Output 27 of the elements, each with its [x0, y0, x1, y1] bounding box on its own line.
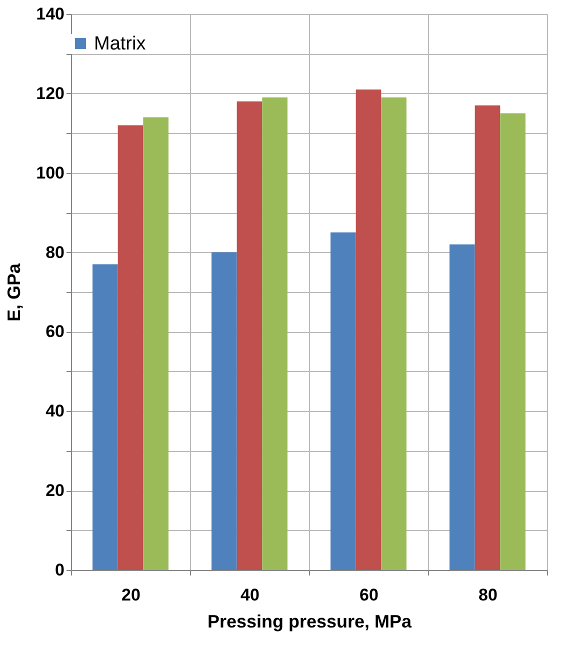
bar — [262, 97, 288, 570]
x-tick-label: 40 — [240, 586, 260, 604]
bar — [118, 125, 144, 570]
bar — [356, 89, 382, 570]
bar — [236, 101, 262, 570]
y-tick-label: 100 — [36, 163, 64, 182]
y-tick-label: 0 — [55, 560, 64, 580]
bar — [143, 117, 168, 570]
y-tick-label: 40 — [46, 402, 64, 421]
y-tick-label: 140 — [36, 4, 64, 24]
x-tick-label: 80 — [478, 586, 498, 604]
y-tick-label: 60 — [46, 322, 64, 342]
x-tick-label: 60 — [360, 586, 378, 604]
bar — [330, 232, 356, 570]
bar — [212, 252, 237, 570]
bar — [450, 244, 475, 570]
y-tick-label: 120 — [36, 84, 64, 103]
y-tick-label: 20 — [46, 481, 64, 500]
bar — [381, 97, 406, 570]
bar — [92, 264, 118, 570]
legend-label: Matrix — [94, 34, 146, 54]
y-tick-label: 80 — [46, 242, 64, 262]
x-axis-title: Pressing pressure, MPa — [207, 612, 413, 632]
x-tick-label: 20 — [122, 586, 140, 604]
bar — [500, 113, 526, 570]
y-axis-title: E, GPa — [4, 262, 24, 322]
bar — [474, 105, 500, 570]
